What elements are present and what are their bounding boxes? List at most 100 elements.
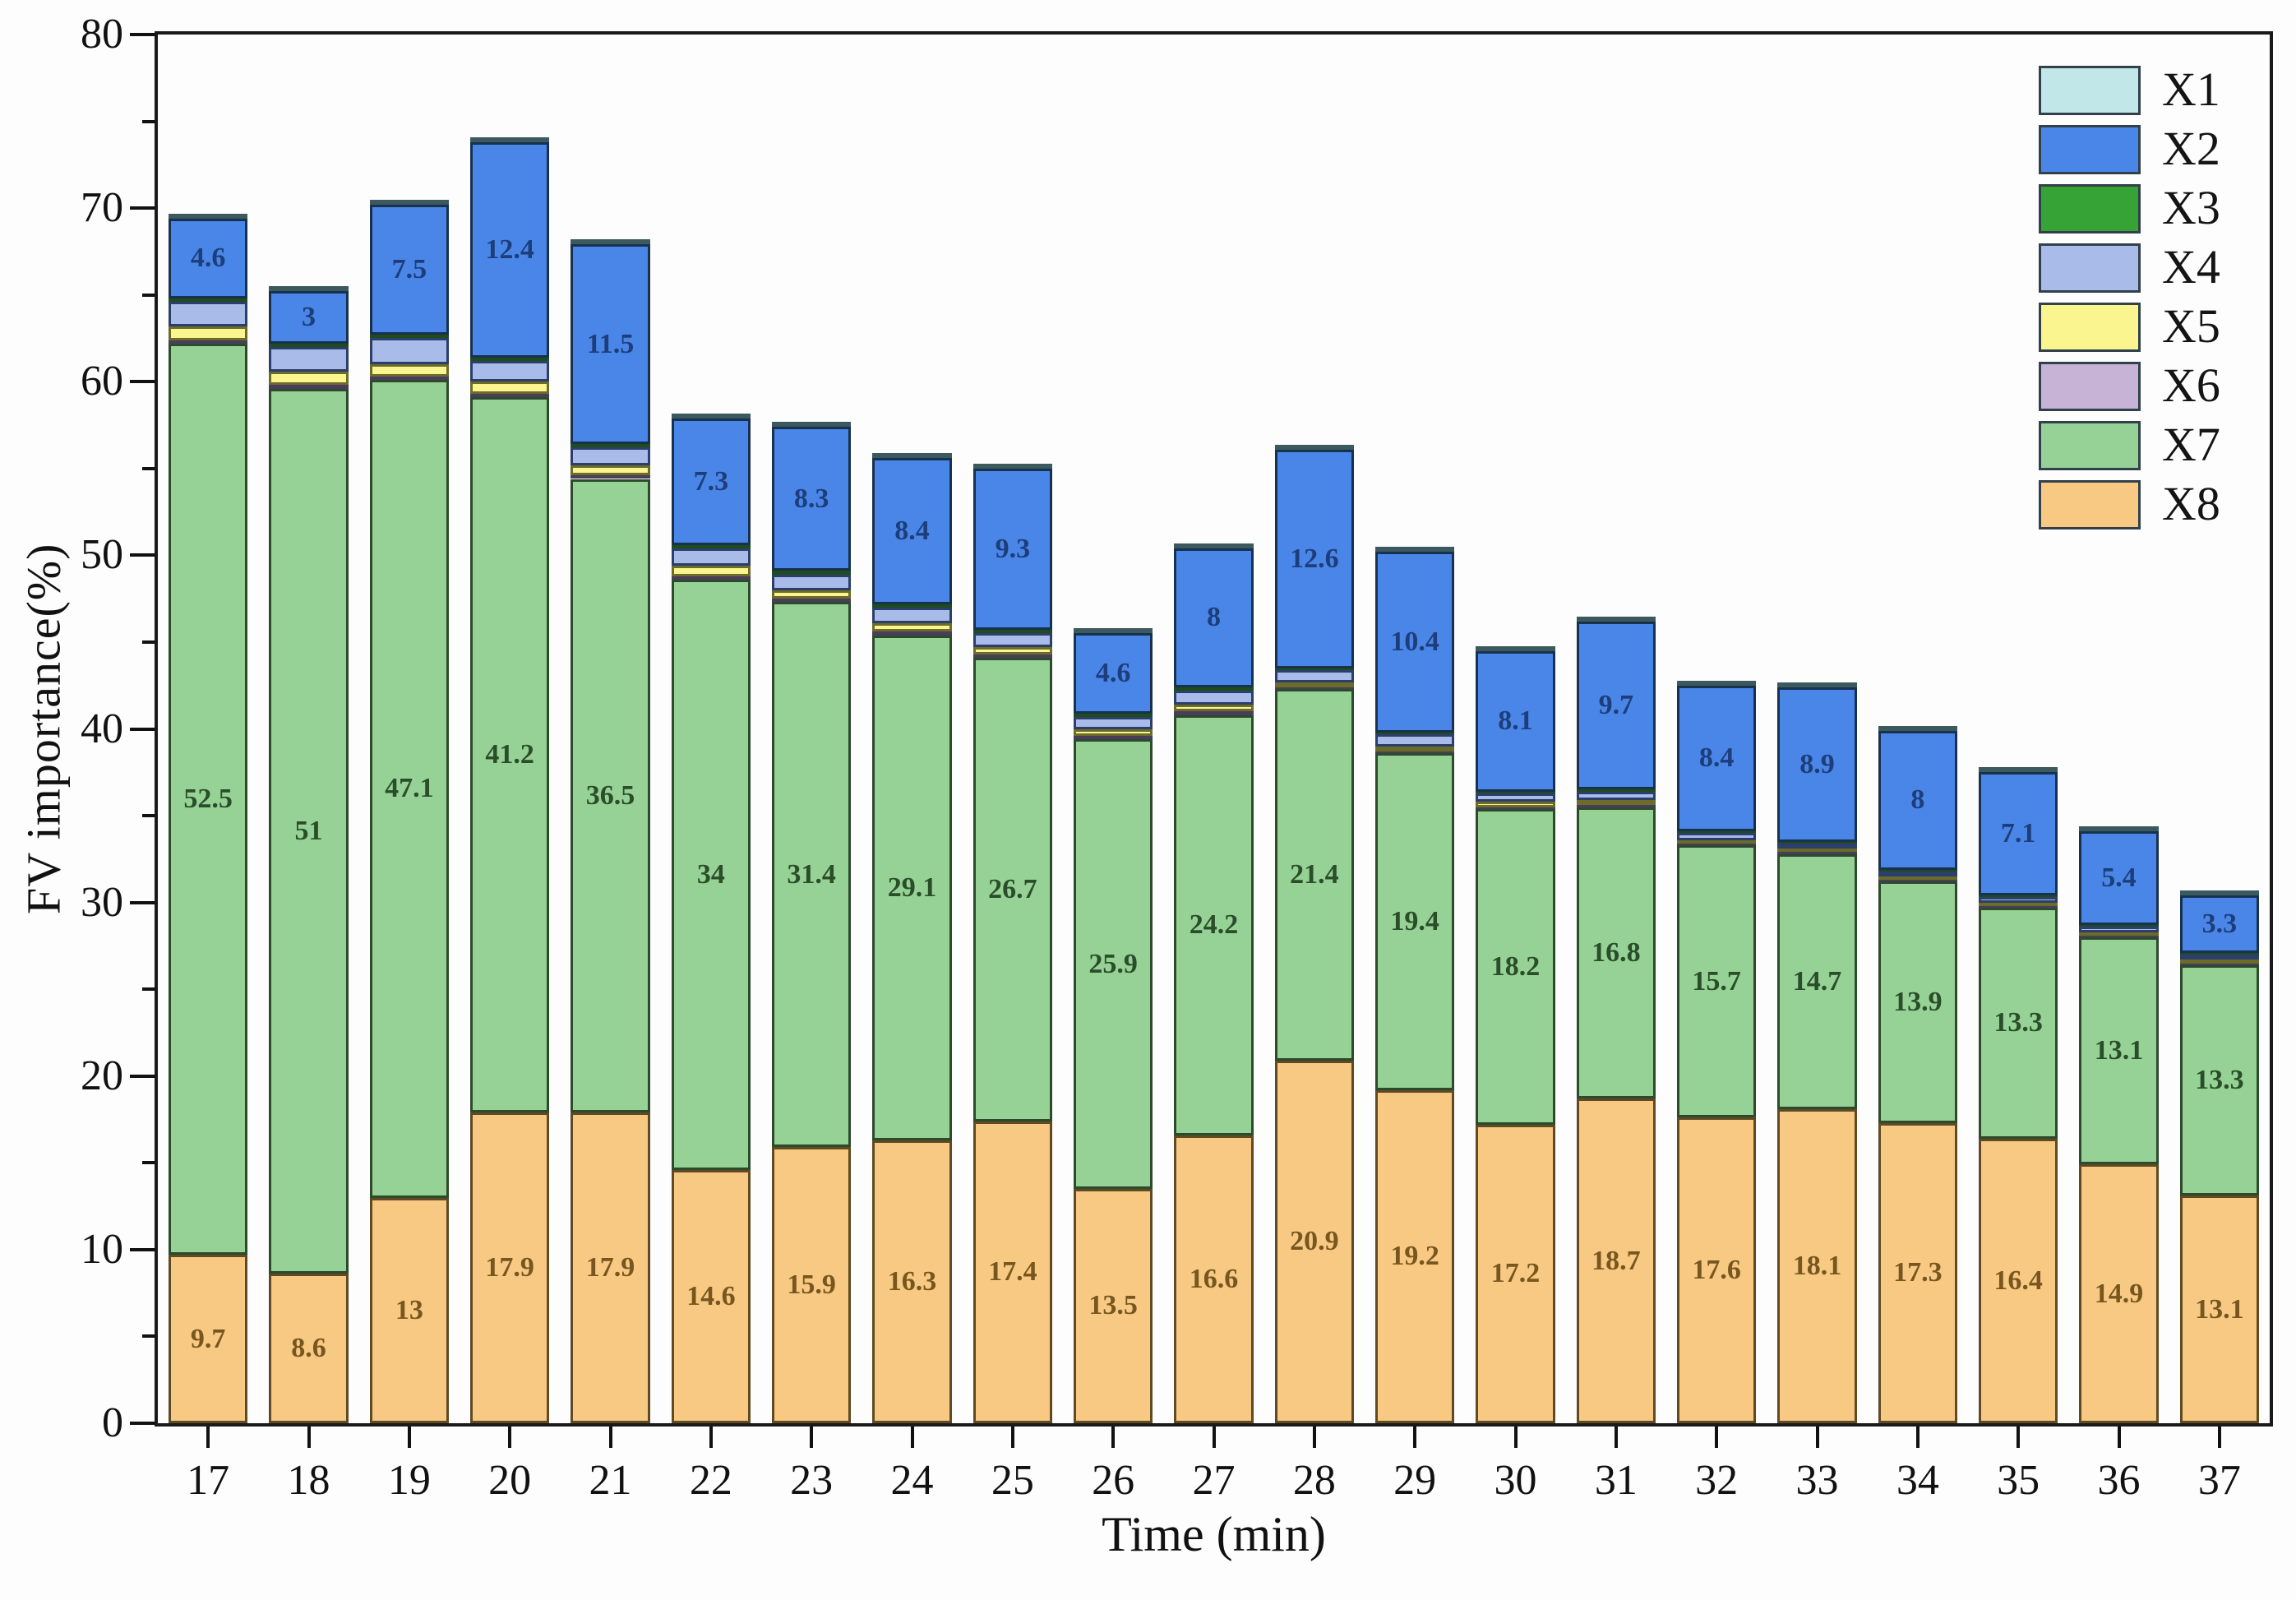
bar-segment-X4-35 — [1978, 897, 2058, 903]
x-tick-30 — [1513, 1427, 1518, 1448]
x-tick-label-26: 26 — [1092, 1457, 1135, 1504]
bar-segment-X5-31 — [1576, 800, 1656, 806]
bar-segment-X7-32 — [1676, 844, 1757, 1118]
bar-value-label-X7-27: 24.2 — [1189, 909, 1239, 941]
x-tick-label-37: 37 — [2197, 1457, 2241, 1504]
bar-segment-X7-22 — [671, 579, 751, 1170]
bar-segment-X7-18 — [269, 388, 349, 1274]
bar-segment-X5-19 — [369, 364, 450, 377]
x-tick-33 — [1815, 1427, 1819, 1448]
x-tick-25 — [1010, 1427, 1014, 1448]
bar-value-label-X8-35: 16.4 — [1993, 1265, 2043, 1296]
x-tick-24 — [910, 1427, 914, 1448]
x-tick-label-19: 19 — [387, 1457, 431, 1504]
bar-value-label-X7-21: 36.5 — [585, 779, 635, 811]
x-tick-37 — [2217, 1427, 2221, 1448]
bar-value-label-X8-33: 18.1 — [1792, 1250, 1842, 1281]
bar-segment-X2-27 — [1174, 548, 1254, 687]
legend-item-X1: X1 — [2039, 62, 2285, 117]
bar-value-label-X7-19: 47.1 — [385, 773, 434, 804]
bar-segment-X8-22 — [671, 1169, 751, 1423]
x-axis-title: Time (min) — [1102, 1507, 1326, 1561]
bar-segment-X2-31 — [1576, 621, 1656, 790]
x-tick-label-29: 29 — [1393, 1457, 1437, 1504]
bar-segment-X2-32 — [1676, 685, 1757, 832]
x-tick-label-20: 20 — [488, 1457, 532, 1504]
bar-segment-X8-17 — [168, 1255, 248, 1423]
bar-value-label-X8-34: 17.3 — [1893, 1257, 1943, 1288]
legend-swatch-X8 — [2039, 480, 2141, 529]
bar-segment-X2-18 — [269, 291, 349, 344]
y-major-tick-70 — [130, 206, 155, 210]
bar-value-label-X8-23: 15.9 — [787, 1269, 836, 1301]
bar-segment-X1-25 — [972, 463, 1053, 469]
x-tick-label-32: 32 — [1695, 1457, 1739, 1504]
y-tick-label-80: 80 — [81, 11, 123, 58]
bar-segment-X4-33 — [1777, 843, 1857, 849]
legend-item-X6: X6 — [2039, 358, 2285, 413]
legend-swatch-X3 — [2039, 184, 2141, 234]
x-tick-label-36: 36 — [2097, 1457, 2141, 1504]
bar-value-label-X7-23: 31.4 — [787, 858, 836, 890]
bar-value-label-X8-30: 17.2 — [1490, 1258, 1541, 1289]
x-tick-32 — [1715, 1427, 1719, 1448]
bar-segment-X1-24 — [872, 453, 952, 459]
bar-segment-X8-25 — [972, 1121, 1053, 1423]
bar-segment-X1-20 — [469, 136, 550, 142]
legend-swatch-X7 — [2039, 421, 2141, 470]
bar-value-label-X7-30: 18.2 — [1490, 950, 1541, 982]
x-tick-20 — [508, 1427, 512, 1448]
bar-value-label-X8-17: 9.7 — [190, 1323, 226, 1354]
bar-segment-X8-20 — [469, 1112, 550, 1423]
x-tick-18 — [307, 1427, 311, 1448]
bar-segment-X2-35 — [1978, 772, 2058, 896]
bar-value-label-X7-37: 13.3 — [2195, 1065, 2244, 1096]
bar-segment-X5-28 — [1274, 682, 1355, 687]
bar-value-label-X8-21: 17.9 — [585, 1252, 635, 1283]
x-tick-19 — [407, 1427, 411, 1448]
bar-segment-X7-30 — [1476, 808, 1555, 1125]
x-tick-35 — [2017, 1427, 2021, 1448]
bar-segment-X4-37 — [2179, 954, 2260, 960]
y-major-tick-60 — [130, 380, 155, 384]
x-tick-label-18: 18 — [287, 1457, 330, 1504]
bar-value-label-X2-26: 4.6 — [1095, 657, 1131, 688]
legend-label-X1: X1 — [2162, 62, 2220, 116]
bar-segment-X7-24 — [872, 635, 952, 1140]
y-tick-label-20: 20 — [81, 1052, 123, 1099]
x-tick-label-33: 33 — [1795, 1457, 1839, 1504]
bar-segment-X5-17 — [168, 326, 248, 340]
x-tick-17 — [206, 1427, 210, 1448]
bar-segment-X8-36 — [2079, 1164, 2159, 1423]
bar-segment-X7-29 — [1374, 753, 1455, 1090]
x-tick-28 — [1312, 1427, 1316, 1448]
legend-label-X6: X6 — [2162, 358, 2220, 412]
bar-segment-X8-23 — [771, 1147, 852, 1423]
bar-value-label-X8-31: 18.7 — [1591, 1245, 1641, 1276]
bar-value-label-X7-25: 26.7 — [988, 873, 1037, 904]
y-major-tick-50 — [130, 553, 155, 557]
bar-segment-X8-32 — [1676, 1117, 1757, 1423]
bar-value-label-X2-29: 10.4 — [1390, 626, 1439, 657]
bar-value-label-X2-23: 8.3 — [793, 483, 829, 514]
x-tick-label-27: 27 — [1192, 1457, 1236, 1504]
bar-segment-X4-25 — [972, 633, 1053, 648]
bar-value-label-X8-25: 17.4 — [988, 1256, 1037, 1288]
bar-segment-X5-30 — [1476, 802, 1555, 807]
y-tick-label-40: 40 — [81, 705, 123, 752]
bar-segment-X5-25 — [972, 647, 1053, 654]
bar-value-label-X2-24: 8.4 — [894, 515, 930, 546]
x-tick-26 — [1111, 1427, 1116, 1448]
bar-segment-X8-24 — [872, 1140, 952, 1423]
bar-segment-X7-34 — [1878, 881, 1958, 1123]
y-major-tick-20 — [130, 1074, 155, 1078]
bar-value-label-X2-27: 8 — [1207, 602, 1221, 633]
legend-label-X3: X3 — [2162, 181, 2220, 234]
bar-value-label-X8-28: 20.9 — [1290, 1226, 1339, 1257]
legend-item-X4: X4 — [2039, 242, 2285, 294]
bar-value-label-X7-18: 51 — [294, 816, 323, 847]
bar-segment-X2-25 — [972, 468, 1053, 631]
y-tick-label-60: 60 — [81, 358, 123, 405]
bar-segment-X1-35 — [1978, 767, 2058, 773]
